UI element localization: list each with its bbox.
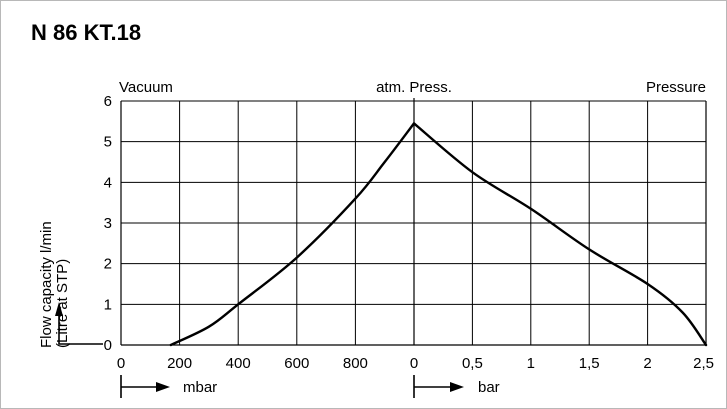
vacuum-tick-label: 400 [226,355,251,372]
region-label-vacuum: Vacuum [119,79,173,96]
y-tick-label: 0 [104,337,112,354]
pressure-tick-label: 1 [527,355,535,372]
vacuum-unit-arrow [120,375,170,398]
y-tick-labels: 0 1 2 3 4 5 6 [104,93,112,354]
vacuum-tick-label: 200 [167,355,192,372]
pressure-flow-curve [412,122,708,347]
y-axis-label-line2: (Litre at STP) [54,259,71,348]
pressure-unit-label: bar [478,379,500,396]
y-tick-label: 1 [104,296,112,313]
y-axis-arrow [55,302,103,345]
vacuum-tick-labels: 0 200 400 600 800 0 [117,355,418,372]
y-tick-label: 4 [104,174,112,191]
y-axis-label-line1: Flow capacity l/min [38,221,55,348]
region-label-pressure: Pressure [646,79,706,96]
pressure-tick-label: 2,5 [693,355,714,372]
vacuum-unit-label: mbar [183,379,217,396]
y-tick-label: 6 [104,93,112,110]
vacuum-flow-curve [169,122,416,347]
y-tick-label: 5 [104,134,112,151]
pressure-tick-label: 0,5 [462,355,483,372]
vacuum-tick-label: 0 [117,355,125,372]
gridlines [120,98,707,346]
flow-curves [169,122,708,347]
vacuum-tick-label: 600 [284,355,309,372]
pressure-unit-arrow [413,375,464,398]
pressure-tick-labels: 0,5 1 1,5 2 2,5 [462,355,714,372]
pressure-tick-label: 1,5 [579,355,600,372]
y-tick-label: 2 [104,256,112,273]
pressure-tick-label: 2 [643,355,651,372]
vacuum-tick-label: 0 [410,355,418,372]
y-tick-label: 3 [104,215,112,232]
chart-title: N 86 KT.18 [31,20,141,45]
region-label-atm: atm. Press. [376,79,452,96]
vacuum-tick-label: 800 [343,355,368,372]
